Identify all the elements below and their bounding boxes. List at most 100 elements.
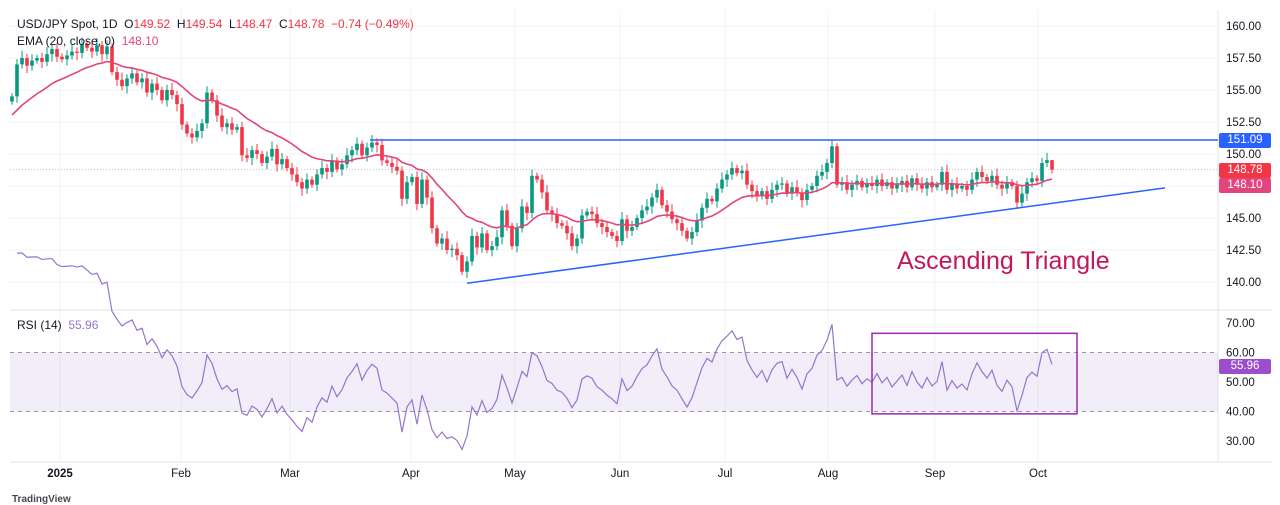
candle-body <box>650 197 654 207</box>
candle-body <box>25 58 29 66</box>
rsi-label: RSI (14) <box>17 318 62 332</box>
time-axis-tick: Sep <box>925 468 945 480</box>
candle-body <box>920 184 924 189</box>
candle-body <box>20 58 24 65</box>
close-value: 148.78 <box>287 17 325 31</box>
candle-body <box>995 175 999 185</box>
candle-body <box>835 146 839 185</box>
candle-body <box>790 187 794 194</box>
candle-body <box>950 183 954 190</box>
candle-body <box>1000 184 1004 189</box>
resistance-price-tag: 151.09 <box>1219 133 1271 148</box>
open-value: 149.52 <box>133 17 171 31</box>
candle-body <box>95 45 99 52</box>
candle-body <box>330 160 334 172</box>
candle-body <box>110 46 114 73</box>
ascending-triangle-annotation: Ascending Triangle <box>897 247 1110 275</box>
candle-body <box>285 159 289 169</box>
candle-body <box>735 168 739 174</box>
candle-body <box>70 51 74 56</box>
candle-body <box>600 223 604 227</box>
candle-body <box>120 79 124 87</box>
candle-body <box>400 170 404 199</box>
candle-body <box>415 177 419 204</box>
candle-body <box>980 171 984 178</box>
time-axis-tick: Apr <box>402 468 420 480</box>
price-axis-tick: 160.00 <box>1226 21 1261 33</box>
candle-body <box>730 168 734 175</box>
candle-body <box>125 78 129 87</box>
candle-body <box>810 186 814 190</box>
candle-body <box>480 233 484 248</box>
candle-body <box>925 182 929 189</box>
candle-body <box>690 232 694 239</box>
candle-body <box>760 191 764 197</box>
candle-body <box>545 192 549 211</box>
candle-body <box>455 248 459 256</box>
candle-body <box>870 183 874 186</box>
candle-body <box>135 73 139 83</box>
candle-body <box>1040 162 1044 181</box>
candle-body <box>465 261 469 272</box>
candle-body <box>800 192 804 201</box>
candle-body <box>185 124 189 134</box>
candle-body <box>180 104 184 125</box>
candle-body <box>1005 182 1009 189</box>
ema-price-tag: 148.10 <box>1219 178 1271 193</box>
ema-label: EMA (20, close, 0) <box>17 34 116 48</box>
candle-body <box>780 183 784 185</box>
ema-legend: EMA (20, close, 0) 148.10 <box>17 34 158 48</box>
candle-body <box>580 215 584 239</box>
candle-body <box>475 235 479 248</box>
rsi-price-tag: 55.96 <box>1219 359 1271 374</box>
time-axis-tick: Aug <box>818 468 838 480</box>
candle-body <box>340 164 344 170</box>
candle-body <box>55 49 59 57</box>
candle-body <box>585 211 589 216</box>
candle-body <box>965 186 969 190</box>
price-pane <box>10 37 1218 285</box>
rsi-axis-tick: 40.00 <box>1226 407 1255 419</box>
candle-body <box>405 182 409 199</box>
candle-body <box>1020 193 1024 203</box>
candle-body <box>435 228 439 244</box>
candle-body <box>365 147 369 156</box>
candle-body <box>1035 178 1039 181</box>
rsi-axis-tick: 30.00 <box>1226 436 1255 448</box>
candle-body <box>565 225 569 234</box>
candle-body <box>250 150 254 158</box>
candle-body <box>450 248 454 250</box>
candle-body <box>245 155 249 158</box>
candle-body <box>175 95 179 105</box>
rsi-pane <box>10 252 1218 451</box>
candle-body <box>115 72 119 80</box>
candle-body <box>695 220 699 233</box>
candle-body <box>495 237 499 247</box>
rsi-value: 55.96 <box>68 318 99 332</box>
symbol-title: USD/JPY Spot, 1D <box>17 17 118 31</box>
candle-body <box>685 230 689 239</box>
candle-body <box>1015 186 1019 203</box>
candle-body <box>380 145 384 161</box>
candle-body <box>590 211 594 215</box>
candle-body <box>240 127 244 156</box>
candle-body <box>1050 160 1054 170</box>
candle-body <box>675 219 679 224</box>
candle-body <box>50 49 54 55</box>
candle-body <box>605 226 609 233</box>
candle-body <box>750 184 754 192</box>
candle-body <box>915 178 919 185</box>
candle-body <box>155 83 159 90</box>
candle-body <box>150 83 154 93</box>
rsi-band <box>10 352 1218 412</box>
candle-body <box>935 184 939 188</box>
candle-body <box>1030 178 1034 183</box>
candle-body <box>845 182 849 190</box>
time-axis-tick: Mar <box>280 468 300 480</box>
candle-body <box>90 47 94 52</box>
candle-body <box>610 232 614 236</box>
candle-body <box>570 233 574 247</box>
rsi-line <box>16 252 1053 451</box>
candle-body <box>430 197 434 229</box>
